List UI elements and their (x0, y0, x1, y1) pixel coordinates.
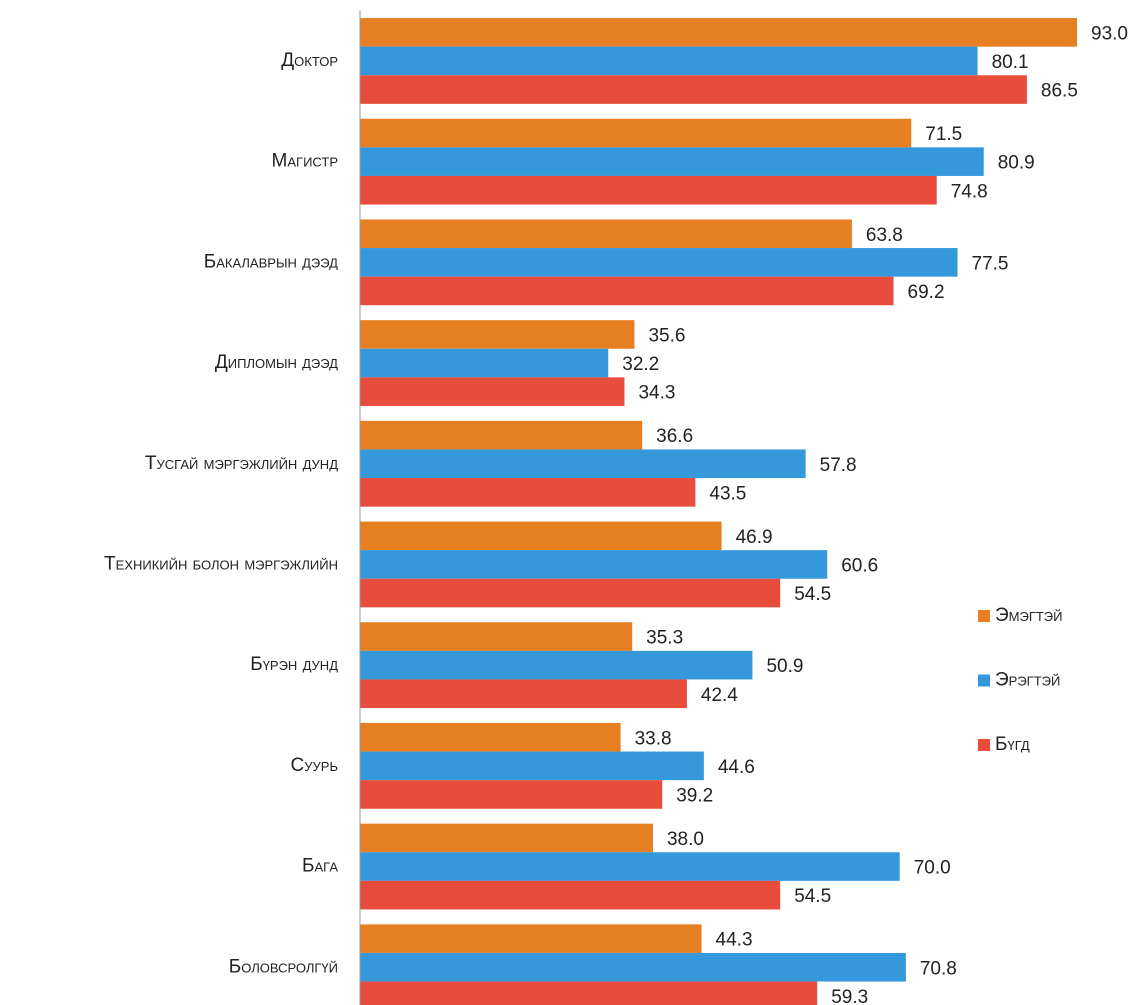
value-label: 86.5 (1041, 81, 1078, 102)
value-label: 69.2 (908, 282, 945, 303)
value-label: 35.6 (648, 325, 685, 346)
bar (360, 175, 937, 205)
value-label: 54.5 (794, 886, 831, 907)
value-label: 74.8 (951, 181, 988, 202)
category-label: Магистр (272, 151, 338, 172)
value-label: 71.5 (925, 124, 962, 145)
bar (360, 823, 653, 853)
category-label: Дипломын дээд (215, 352, 338, 373)
bar (360, 276, 894, 306)
value-label: 93.0 (1091, 23, 1128, 44)
value-label: 43.5 (709, 483, 746, 504)
bar (360, 75, 1027, 104)
value-label: 35.3 (646, 628, 683, 649)
category-label: Тусгай мэргэжлийн дунд (145, 453, 338, 474)
bar (360, 219, 852, 249)
bar (360, 880, 781, 910)
bar (360, 420, 643, 450)
legend-swatch (978, 674, 990, 687)
legend-swatch (978, 610, 990, 622)
bar (360, 118, 912, 148)
value-label: 46.9 (736, 527, 773, 548)
value-label: 44.6 (718, 757, 755, 778)
category-label: Бакалаврын дээд (204, 251, 338, 272)
bar (360, 18, 1078, 47)
bar (360, 449, 806, 479)
bar (360, 924, 702, 953)
bar (360, 780, 663, 809)
value-label: 36.6 (656, 426, 693, 447)
value-label: 38.0 (667, 829, 704, 850)
bar (360, 622, 633, 651)
value-label: 44.3 (716, 930, 753, 951)
bar (360, 320, 635, 349)
value-label: 59.3 (831, 987, 868, 1005)
category-label: Суурь (291, 755, 338, 776)
category-label: Техникийн болон мэргэжлийн (104, 553, 338, 574)
bar (360, 348, 609, 378)
value-label: 42.4 (701, 685, 738, 706)
category-label: Доктор (281, 50, 338, 71)
bar (360, 952, 906, 982)
value-label: 57.8 (820, 455, 857, 476)
value-label: 70.0 (914, 858, 951, 879)
bar (360, 478, 696, 507)
value-label: 63.8 (866, 225, 903, 246)
bar (360, 46, 978, 76)
bar (360, 377, 625, 406)
value-label: 33.8 (635, 728, 672, 749)
bar (360, 852, 900, 881)
category-label: Боловсролгүй (229, 956, 338, 977)
value-label: 34.3 (638, 383, 675, 404)
legend-label: Эмэгтэй (995, 605, 1063, 626)
value-label: 54.5 (794, 584, 831, 605)
legend-swatch (978, 739, 990, 751)
bar (360, 521, 722, 551)
bar (360, 650, 753, 680)
value-label: 32.2 (622, 354, 659, 375)
value-label: 80.1 (992, 52, 1029, 73)
legend-label: Бүгд (995, 734, 1030, 755)
category-label: Бага (302, 856, 338, 877)
value-label: 60.6 (841, 555, 878, 576)
value-label: 77.5 (972, 253, 1009, 274)
bar (360, 722, 621, 752)
value-label: 50.9 (766, 656, 803, 677)
bar (360, 147, 984, 176)
bar (360, 578, 781, 608)
bar (360, 751, 704, 781)
category-label: Бүрэн дунд (250, 654, 338, 675)
bar (360, 248, 958, 277)
bar (360, 679, 687, 709)
value-label: 70.8 (920, 958, 957, 979)
legend-label: Эрэгтэй (995, 670, 1060, 691)
bar (360, 981, 818, 1005)
value-label: 39.2 (676, 785, 713, 806)
value-label: 80.9 (998, 153, 1035, 174)
bar (360, 550, 828, 579)
